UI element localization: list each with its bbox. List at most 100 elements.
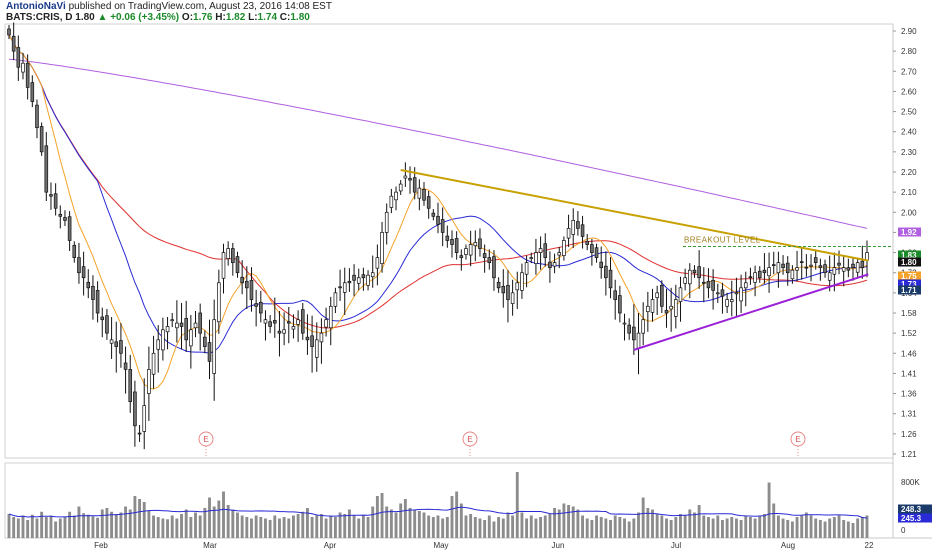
candle (375, 244, 380, 286)
candle (715, 283, 720, 303)
x-tick-label: Mar (203, 541, 217, 550)
candle (249, 267, 254, 312)
candle (128, 354, 133, 413)
candle (767, 252, 771, 293)
candle (347, 268, 352, 292)
volume-bar (7, 514, 11, 538)
candle (25, 54, 30, 100)
volume-bar (352, 515, 356, 538)
candle-body (384, 211, 389, 233)
volume-tag-bg (898, 513, 932, 523)
candle-body (109, 339, 114, 344)
volume-bar (319, 514, 323, 538)
candle-body (277, 330, 282, 334)
volume-bar (203, 508, 207, 538)
candle-body (361, 274, 366, 279)
volume-bar (753, 518, 757, 538)
volume-bars (7, 472, 869, 538)
candle (268, 315, 272, 334)
y-tick-label: 1.46 (901, 349, 917, 358)
volume-bar (571, 506, 575, 538)
candle-body (795, 267, 799, 271)
volume-bar (655, 514, 659, 538)
candle (426, 190, 431, 219)
volume-bar (250, 518, 253, 538)
close-value: 1.80 (290, 12, 310, 23)
candle (95, 281, 100, 323)
candle-body (175, 322, 179, 329)
volume-bar (707, 517, 710, 538)
candle (813, 249, 818, 270)
candle (100, 307, 105, 338)
candle (398, 180, 403, 195)
volume-bar (688, 509, 692, 538)
candle-body (39, 126, 44, 153)
volume-bar (832, 517, 836, 538)
candle-body (198, 312, 202, 334)
candle (538, 236, 543, 270)
high-value: 1.82 (225, 12, 246, 23)
candle (105, 308, 109, 340)
volume-tag: 245.3 (898, 513, 932, 523)
candle-body (347, 280, 352, 284)
volume-bar (399, 503, 403, 538)
volume-bar (520, 512, 524, 538)
candle (688, 263, 692, 299)
candle (646, 291, 650, 332)
candle-body (799, 261, 804, 263)
volume-bar (483, 520, 487, 538)
candle-body (11, 35, 16, 52)
candle-body (762, 269, 767, 274)
ma-long-line (8, 58, 868, 229)
candle (641, 302, 645, 346)
candle (608, 257, 613, 299)
candle-body (161, 329, 165, 351)
candle (702, 267, 706, 303)
candle-body (632, 326, 636, 341)
candle-body (622, 322, 627, 325)
candle (655, 285, 659, 316)
candle (114, 321, 119, 373)
y-tick-label: 1.31 (901, 410, 917, 419)
volume-bar (478, 518, 482, 538)
candle-body (310, 335, 314, 347)
candle (161, 317, 165, 361)
candle (310, 315, 314, 373)
candle (384, 203, 389, 245)
price-tag-bg (898, 227, 921, 237)
candle (179, 302, 184, 350)
volume-bar (543, 515, 547, 538)
candle (846, 258, 851, 278)
volume-bar (665, 518, 668, 538)
candle-body (729, 299, 734, 302)
y-tick-label: 1.36 (901, 390, 917, 399)
candle-body (482, 253, 487, 258)
author-name[interactable]: AntonioNaVi (6, 1, 66, 12)
volume-bar (427, 515, 431, 538)
volume-bar (366, 517, 370, 538)
candle-body (91, 285, 95, 300)
candle (762, 253, 767, 284)
volume-bar (324, 518, 328, 538)
candle-body (608, 269, 613, 289)
candle (380, 221, 384, 273)
volume-bar (851, 523, 855, 538)
earnings-marker: E (790, 431, 806, 458)
candle-body (123, 362, 128, 370)
candle (277, 310, 282, 357)
candle-body (860, 260, 865, 269)
candle (674, 284, 678, 329)
candle-body (767, 267, 771, 277)
volume-bar (842, 520, 846, 538)
price-pane-frame (4, 23, 894, 459)
volume-bar (492, 521, 496, 538)
candle-body (543, 243, 548, 258)
candle-body (534, 252, 538, 264)
candle-body (557, 252, 562, 256)
volume-bar (44, 517, 48, 538)
symbol-label: BATS:CRIS, D (6, 12, 73, 23)
volume-bar (194, 512, 197, 538)
candle (492, 250, 496, 291)
candle (226, 241, 230, 266)
breakout-level-label: BREAKOUT LEVEL (684, 236, 761, 245)
